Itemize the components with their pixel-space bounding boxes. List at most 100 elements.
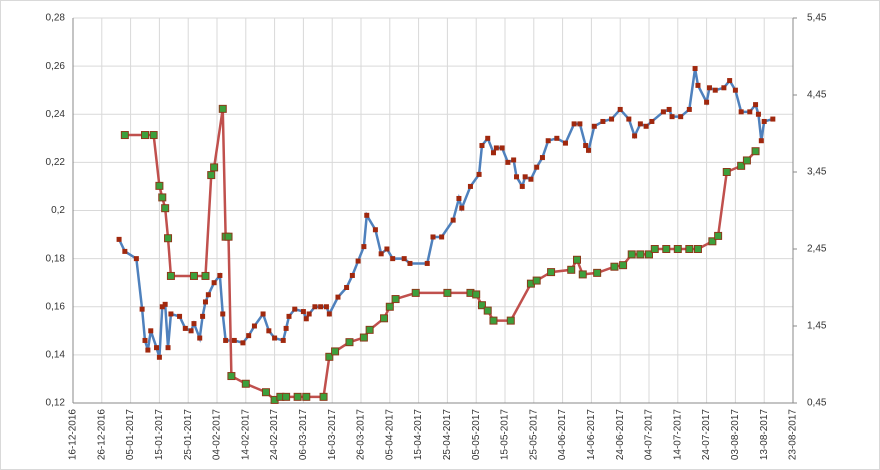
point [506, 316, 515, 325]
x-tick-label: 14-07-2017 [672, 409, 683, 461]
point [732, 87, 738, 93]
x-tick-label: 05-04-2017 [384, 409, 395, 461]
point [286, 313, 292, 319]
point [303, 316, 309, 322]
y-tick-label: 0,24 [46, 109, 66, 120]
x-tick-label: 26-03-2017 [356, 409, 367, 461]
point [189, 271, 198, 280]
point [401, 256, 407, 262]
point [155, 181, 164, 190]
point [231, 337, 237, 343]
point [573, 255, 581, 264]
point [283, 325, 289, 331]
point [217, 272, 223, 278]
point [391, 295, 400, 304]
point [164, 234, 173, 243]
point [649, 118, 655, 124]
point [168, 311, 174, 317]
y-tick-label: 0,22 [46, 157, 66, 168]
point [577, 121, 583, 127]
y2-tick-label: 3,45 [807, 167, 827, 178]
point [302, 392, 311, 401]
point [472, 290, 481, 299]
point [632, 133, 638, 139]
point [251, 323, 257, 329]
point [662, 245, 671, 253]
point [499, 145, 505, 151]
point [539, 155, 545, 161]
point [637, 121, 643, 127]
point [293, 392, 302, 401]
point [139, 306, 145, 312]
y2-tick-label: 0,45 [807, 398, 827, 409]
x-tick-label: 24-06-2017 [615, 409, 626, 461]
y2-tick-label: 1,45 [807, 321, 827, 332]
y-tick-label: 0,28 [46, 13, 66, 24]
point [177, 313, 183, 319]
point [712, 87, 718, 93]
point [241, 379, 250, 388]
point [424, 260, 430, 266]
point [159, 304, 165, 310]
point [483, 306, 492, 315]
point [505, 159, 511, 165]
point [477, 301, 486, 310]
point [578, 270, 587, 279]
point [223, 337, 229, 343]
point [359, 333, 368, 342]
y-tick-label: 0,14 [46, 350, 66, 361]
point [197, 335, 203, 341]
point [547, 268, 556, 277]
point [722, 168, 731, 176]
point [364, 212, 370, 218]
point [660, 109, 666, 115]
point [349, 272, 355, 278]
point [407, 260, 413, 266]
point [554, 135, 560, 141]
point [300, 309, 306, 315]
point [148, 328, 154, 334]
x-tick-label: 03-08-2017 [730, 409, 741, 461]
point [149, 131, 158, 140]
point [489, 316, 498, 325]
point [645, 250, 653, 259]
point [162, 301, 168, 307]
point [742, 156, 751, 165]
point [201, 271, 210, 280]
x-tick-label: 04-02-2017 [212, 409, 223, 461]
point [116, 236, 122, 242]
point [619, 261, 628, 270]
point [727, 78, 733, 84]
point [737, 161, 746, 170]
point [600, 118, 606, 124]
point [188, 328, 194, 334]
point [282, 392, 291, 401]
point [627, 250, 636, 259]
point [227, 372, 236, 381]
point [306, 311, 312, 317]
point [323, 304, 329, 310]
point [165, 345, 171, 351]
point [493, 145, 499, 151]
point [361, 244, 367, 250]
point [372, 227, 378, 233]
point [355, 258, 361, 264]
point [345, 338, 354, 347]
point [141, 131, 149, 140]
point [211, 280, 217, 286]
y-tick-label: 0,16 [46, 301, 66, 312]
point [514, 174, 520, 180]
point [335, 294, 341, 300]
point [476, 171, 482, 177]
point [166, 271, 175, 280]
point [706, 85, 712, 91]
point [761, 118, 767, 124]
point [467, 183, 473, 189]
point [272, 335, 278, 341]
point [511, 157, 517, 163]
point [636, 250, 645, 259]
point [344, 285, 350, 290]
point [205, 292, 211, 298]
y-tick-label: 0,12 [46, 398, 66, 409]
